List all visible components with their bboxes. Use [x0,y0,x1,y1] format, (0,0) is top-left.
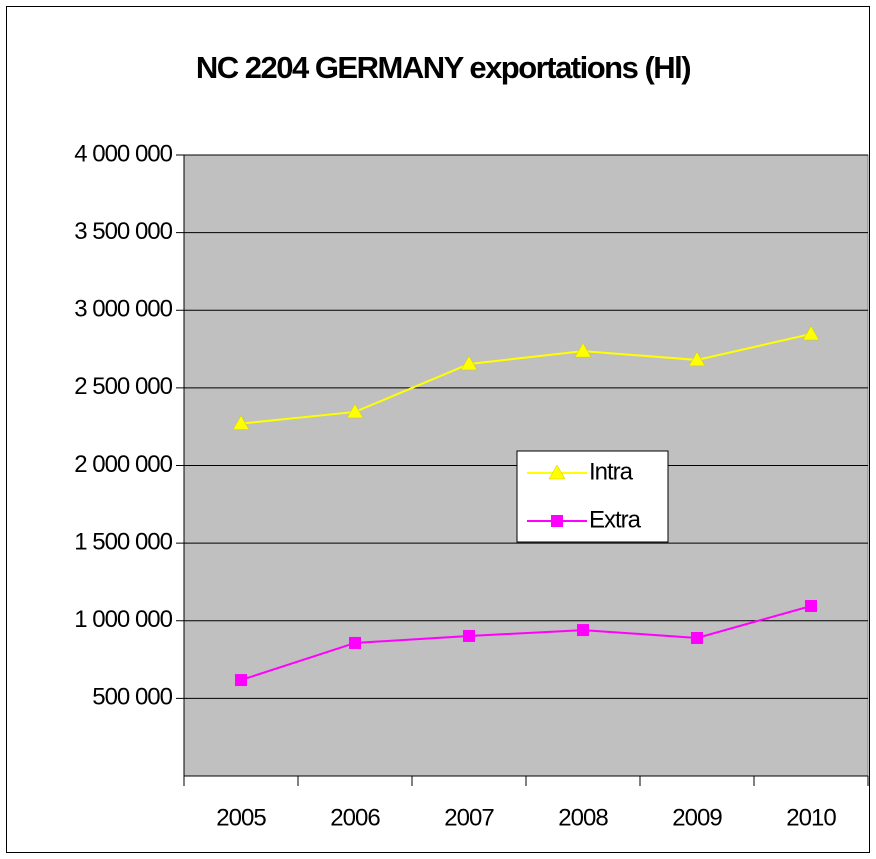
data-point [346,403,364,419]
legend-label: Intra [589,458,634,485]
data-point [574,342,592,358]
y-tick-label: 3 500 000 [74,218,172,245]
y-tick-label: 1 000 000 [74,606,172,633]
data-point [805,600,817,613]
x-tick-label: 2005 [216,804,266,831]
data-point [460,355,478,371]
chart-title: NC 2204 GERMANY exportations (Hl) [196,50,690,85]
y-tick-label: 1 500 000 [74,528,172,555]
data-point [577,624,589,637]
series-line [240,333,812,425]
x-tick-label: 2006 [330,804,380,831]
y-tick-label: 2 000 000 [74,451,172,478]
data-point [232,415,250,430]
data-point [802,325,820,341]
data-point [235,674,247,687]
legend-label: Extra [589,506,642,533]
x-tick-label: 2009 [672,804,722,831]
y-tick-label: 2 500 000 [74,373,172,400]
data-point [463,629,475,642]
data-point [691,631,703,644]
data-point [688,351,706,367]
legend-marker [548,464,566,480]
y-tick-label: 3 000 000 [74,296,172,323]
legend-marker [551,515,563,527]
series-line [240,605,812,682]
y-tick-label: 500 000 [92,684,172,711]
x-tick-label: 2007 [444,804,494,831]
x-tick-label: 2010 [786,804,836,831]
y-tick-label: 4 000 000 [74,140,172,167]
legend-box [516,450,669,543]
data-point [349,636,361,649]
x-tick-label: 2008 [558,804,608,831]
